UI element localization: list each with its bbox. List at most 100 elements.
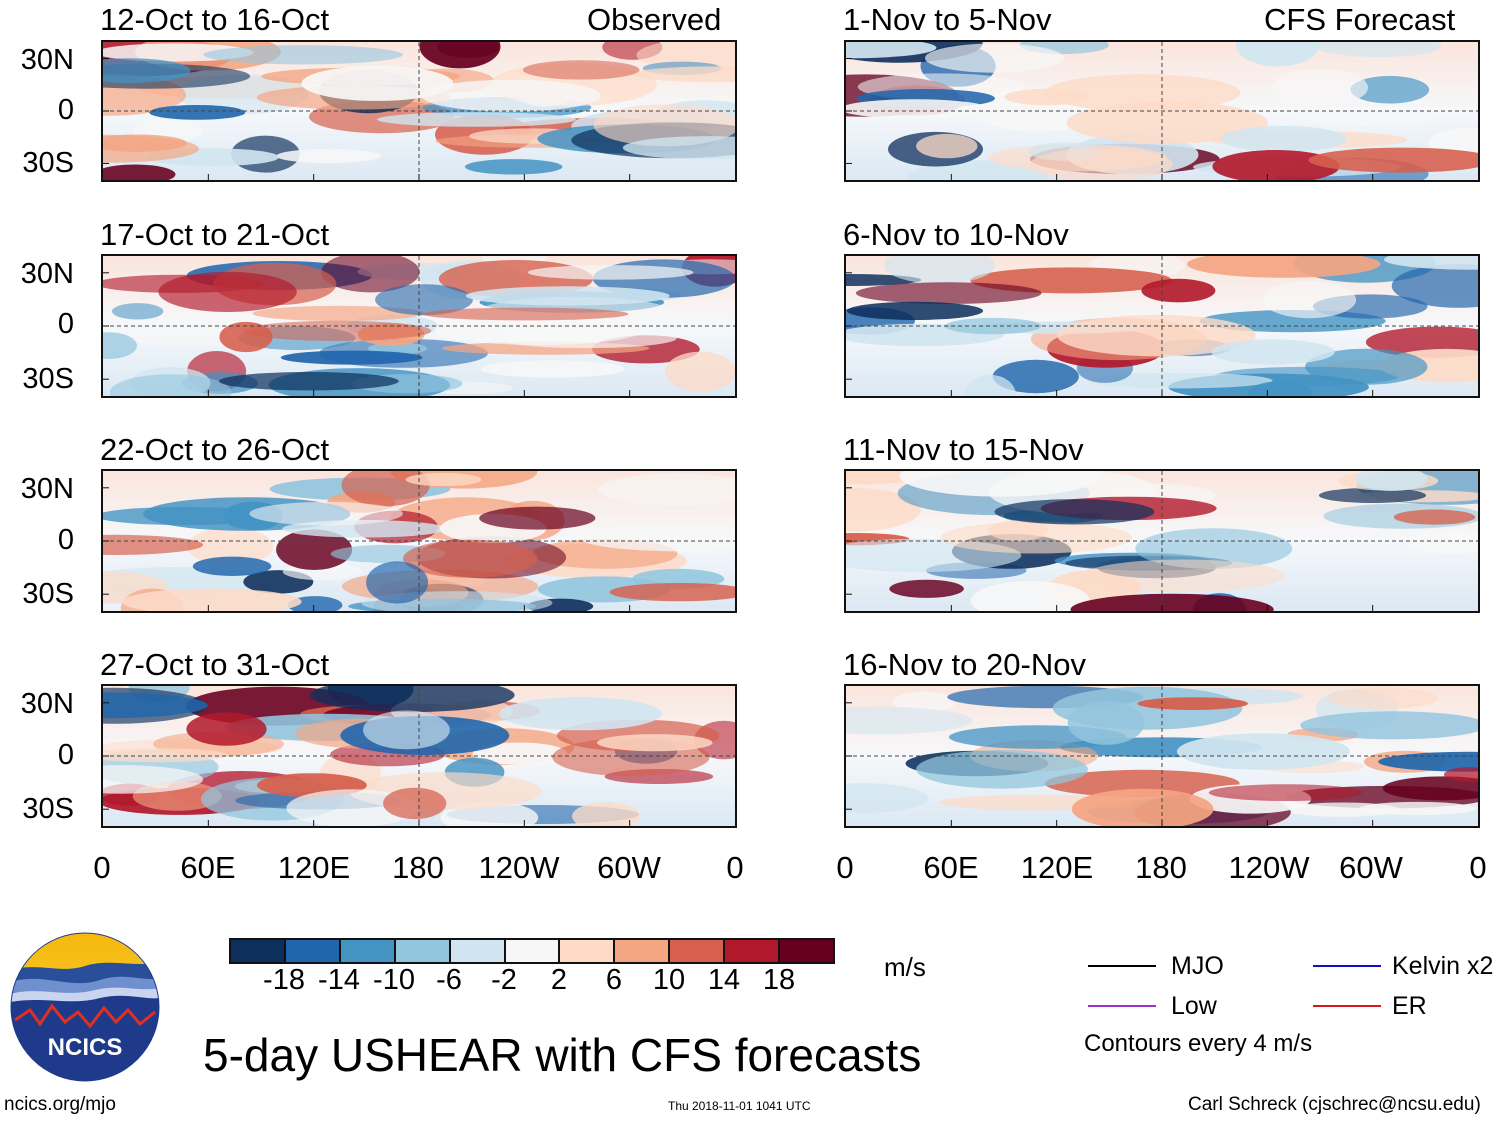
legend-line-mjo bbox=[1088, 965, 1156, 967]
shear-field bbox=[103, 42, 735, 180]
shear-anomaly-blob bbox=[103, 534, 203, 555]
shear-anomaly-blob bbox=[580, 525, 735, 552]
shear-anomaly-blob bbox=[883, 256, 995, 284]
ylabel-30n: 30N bbox=[20, 473, 74, 505]
shear-anomaly-blob bbox=[992, 359, 1079, 394]
shear-anomaly-blob bbox=[597, 473, 735, 506]
shear-anomaly-blob bbox=[421, 79, 601, 112]
shear-anomaly-blob bbox=[1298, 111, 1435, 126]
colorbar-bin bbox=[449, 939, 505, 963]
ylabel-0: 0 bbox=[57, 308, 74, 340]
colorbar-bin bbox=[779, 939, 834, 963]
xlabel-60e: 60E bbox=[180, 850, 236, 885]
shear-anomaly-blob bbox=[103, 332, 137, 359]
footer-timestamp: Thu 2018-11-01 1041 UTC bbox=[668, 1099, 811, 1113]
shear-anomaly-blob bbox=[280, 350, 423, 365]
shear-anomaly-blob bbox=[593, 104, 735, 147]
shear-anomaly-blob bbox=[103, 748, 228, 763]
shear-anomaly-blob bbox=[109, 374, 232, 396]
ylabel-30n: 30N bbox=[20, 44, 74, 76]
shear-anomaly-blob bbox=[219, 372, 399, 391]
shear-anomaly-blob bbox=[988, 520, 1049, 541]
map-panel-forecast-4 bbox=[844, 684, 1480, 828]
shear-anomaly-blob bbox=[622, 136, 735, 160]
shear-anomaly-blob bbox=[1444, 767, 1478, 782]
footer-website[interactable]: ncics.org/mjo bbox=[4, 1094, 116, 1115]
ylabel-30s: 30S bbox=[22, 147, 74, 179]
shear-anomaly-blob bbox=[1067, 701, 1145, 745]
shear-field bbox=[103, 256, 735, 396]
shear-anomaly-blob bbox=[572, 802, 641, 826]
shear-anomaly-blob bbox=[889, 579, 964, 598]
colorbar-label: -10 bbox=[373, 964, 415, 996]
legend-line-er bbox=[1313, 1005, 1381, 1007]
shear-anomaly-blob bbox=[597, 734, 713, 752]
shear-anomaly-blob bbox=[103, 164, 176, 180]
shear-anomaly-blob bbox=[186, 527, 274, 566]
shear-anomaly-blob bbox=[1308, 147, 1478, 173]
legend-line-kelvin bbox=[1313, 965, 1381, 967]
shear-anomaly-blob bbox=[276, 148, 381, 164]
colorbar-label: -6 bbox=[436, 964, 462, 996]
shear-anomaly-blob bbox=[1141, 278, 1216, 303]
shear-anomaly-blob bbox=[1057, 314, 1256, 357]
shear-anomaly-blob bbox=[609, 582, 735, 602]
contour-note: Contours every 4 m/s bbox=[1084, 1030, 1313, 1057]
footer-author: Carl Schreck (cjschrec@ncsu.edu) bbox=[1188, 1094, 1481, 1115]
map-panel-observed-3 bbox=[101, 469, 737, 613]
shear-anomaly-blob bbox=[665, 351, 735, 392]
shear-anomaly-blob bbox=[366, 561, 429, 604]
shear-anomaly-blob bbox=[419, 42, 501, 69]
shear-anomaly-blob bbox=[994, 499, 1155, 525]
map-panel-forecast-2 bbox=[844, 254, 1480, 398]
legend-line-low bbox=[1088, 1005, 1156, 1007]
shear-anomaly-blob bbox=[1176, 733, 1350, 770]
shear-anomaly-blob bbox=[1393, 509, 1476, 525]
colorbar-label: 14 bbox=[707, 964, 741, 996]
shear-anomaly-blob bbox=[149, 105, 246, 120]
shear-anomaly-blob bbox=[1247, 381, 1313, 396]
ncics-logo: NCICS bbox=[10, 932, 160, 1082]
xlabel-180: 180 bbox=[392, 850, 444, 885]
colorbar-bin bbox=[669, 939, 725, 963]
xlabel-0: 0 bbox=[836, 850, 854, 885]
legend-label-low: Low bbox=[1171, 992, 1217, 1020]
shear-anomaly-blob bbox=[964, 374, 1016, 396]
shear-anomaly-blob bbox=[1070, 593, 1274, 611]
xlabel-60w: 60W bbox=[1339, 850, 1403, 885]
shear-field bbox=[103, 471, 735, 611]
shear-anomaly-blob bbox=[1220, 126, 1347, 152]
xlabel-120w: 120W bbox=[478, 850, 560, 885]
shear-field bbox=[846, 256, 1478, 396]
map-panel-observed-1 bbox=[101, 40, 737, 182]
panel-2-source-label: CFS Forecast bbox=[1264, 2, 1456, 37]
xlabel-0: 0 bbox=[93, 850, 111, 885]
xlabel-60w: 60W bbox=[597, 850, 661, 885]
shear-anomaly-blob bbox=[1262, 281, 1357, 319]
shear-anomaly-blob bbox=[321, 256, 420, 293]
ylabel-30s: 30S bbox=[22, 578, 74, 610]
shear-anomaly-blob bbox=[1327, 687, 1438, 709]
shear-anomaly-blob bbox=[1318, 487, 1427, 503]
shear-anomaly-blob bbox=[1314, 42, 1442, 58]
shear-anomaly-blob bbox=[499, 697, 662, 731]
colorbar-bin bbox=[559, 939, 615, 963]
xlabel-0-end: 0 bbox=[726, 850, 744, 885]
colorbar-bin bbox=[230, 939, 285, 963]
shear-anomaly-blob bbox=[846, 42, 937, 59]
xlabel-120w: 120W bbox=[1228, 850, 1310, 885]
shear-anomaly-blob bbox=[103, 58, 191, 84]
shear-anomaly-blob bbox=[203, 45, 403, 65]
ylabel-30s: 30S bbox=[22, 363, 74, 395]
colorbar-bin bbox=[724, 939, 780, 963]
shear-anomaly-blob bbox=[122, 588, 302, 611]
xlabel-120e: 120E bbox=[1020, 850, 1094, 885]
shear-anomaly-blob bbox=[855, 282, 1042, 304]
svg-text:NCICS: NCICS bbox=[48, 1034, 123, 1061]
shear-anomaly-blob bbox=[1071, 788, 1214, 826]
shear-anomaly-blob bbox=[1137, 697, 1248, 710]
shear-anomaly-blob bbox=[916, 750, 1088, 789]
ncics-logo-icon: NCICS bbox=[10, 932, 160, 1082]
colorbar-bin bbox=[614, 939, 670, 963]
shear-anomaly-blob bbox=[243, 320, 432, 341]
